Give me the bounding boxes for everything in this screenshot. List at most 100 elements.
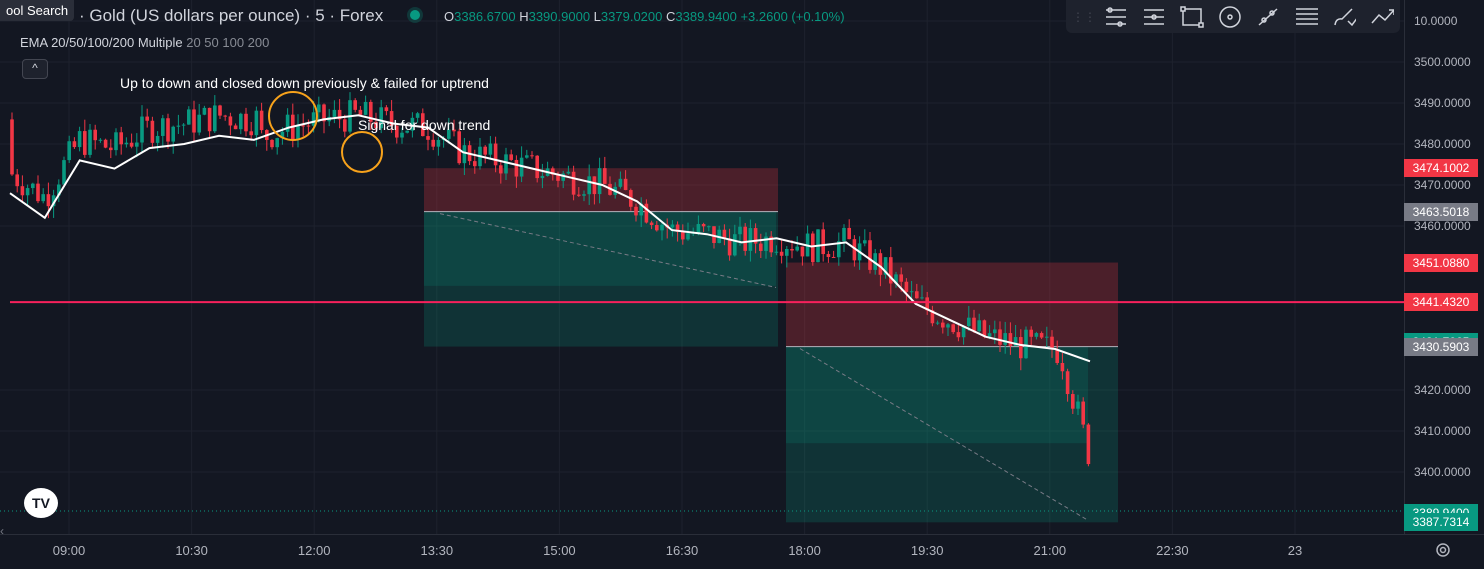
symbol-search-button[interactable]: ool Search (0, 0, 75, 21)
candle-down (925, 297, 929, 311)
highlight-circle-1[interactable] (268, 91, 318, 141)
candle-down (1019, 337, 1023, 359)
candle-up (25, 188, 30, 196)
candle-up (1003, 333, 1007, 345)
candle-up (582, 194, 586, 196)
candle-down (753, 228, 758, 244)
candle-up (774, 251, 779, 253)
candle-up (873, 253, 877, 270)
candle-down (1086, 424, 1091, 465)
candle-up (863, 240, 867, 244)
gear-icon[interactable] (1434, 541, 1452, 559)
candle-down (358, 109, 363, 115)
price-badge: 3474.1002 (1404, 159, 1478, 178)
candle-up (181, 124, 186, 126)
rectangle-icon[interactable] (1180, 5, 1204, 29)
highlight-circle-2[interactable] (341, 131, 383, 173)
indicator-params: 20 50 100 200 (186, 35, 270, 50)
fib-retracement-icon[interactable] (1104, 5, 1128, 29)
time-tick-label: 21:00 (1033, 543, 1067, 558)
candle-up (57, 184, 61, 196)
time-tick-label: 22:30 (1156, 543, 1189, 558)
candle-up (296, 125, 300, 140)
parallel-channel-icon[interactable] (1294, 5, 1318, 29)
market-status-icon[interactable] (410, 10, 420, 20)
candle-up (280, 131, 285, 139)
trend-line-icon[interactable] (1256, 5, 1280, 29)
chart-canvas[interactable] (0, 0, 1404, 534)
candle-down (353, 100, 357, 110)
indicator-legend[interactable]: EMA 20/50/100/200 Multiple 20 50 100 200 (20, 35, 269, 50)
candle-up (837, 241, 841, 258)
candle-up (197, 114, 201, 133)
candle-down (831, 256, 836, 258)
candle-up (883, 257, 888, 275)
candle-down (904, 281, 909, 292)
candle-down (249, 131, 253, 136)
price-tick-label: 3490.0000 (1414, 96, 1471, 110)
candle-down (384, 107, 389, 112)
candle-up (405, 130, 409, 133)
pitchfork-icon[interactable] (1142, 5, 1166, 29)
candle-up (187, 109, 191, 125)
candle-down (930, 310, 935, 324)
annotation-text-2[interactable]: Signal for down trend (358, 117, 491, 133)
candle-down (218, 105, 222, 116)
annotation-text-1[interactable]: Up to down and closed down previously & … (120, 75, 489, 91)
position-tools[interactable] (424, 168, 1118, 523)
candle-down (72, 141, 77, 148)
candle-down (847, 227, 851, 240)
candle-up (540, 175, 545, 179)
drawing-toolbar[interactable]: ⋮⋮ (1066, 0, 1400, 33)
candle-down (306, 125, 311, 127)
time-axis[interactable]: 09:00 10:30 12:00 13:30 15:00 16:30 18:00 19:30… (0, 534, 1484, 569)
candle-down (675, 224, 680, 232)
collapse-legend-button[interactable]: ^ (22, 59, 48, 79)
candle-down (431, 139, 435, 147)
candle-up (935, 322, 940, 324)
candle-down (759, 243, 763, 251)
candle-down (623, 178, 628, 191)
drag-handle-icon[interactable]: ⋮⋮ (1072, 9, 1096, 24)
candle-down (727, 238, 732, 256)
candle-down (998, 329, 1002, 345)
candle-up (311, 112, 316, 126)
candle-down (530, 155, 534, 157)
candle-down (941, 322, 945, 328)
candle-up (62, 160, 66, 185)
candle-up (1076, 401, 1080, 409)
path-icon[interactable] (1370, 5, 1394, 29)
candle-down (129, 142, 134, 147)
candle-down (644, 203, 649, 223)
time-tick-label: 09:00 (52, 543, 86, 558)
candle-down (743, 226, 747, 251)
candle-down (36, 183, 40, 202)
tradingview-logo[interactable]: TV (24, 488, 58, 518)
candle-up (488, 143, 493, 155)
candle-up (504, 154, 508, 174)
candle-down (655, 225, 659, 231)
candle-up (275, 138, 279, 148)
candle-down (244, 113, 248, 132)
candle-up (140, 116, 144, 143)
candle-down (790, 248, 794, 251)
price-badge: 3430.5903 (1404, 337, 1478, 356)
price-tick-label: 3420.0000 (1414, 383, 1471, 397)
left-scroll-icon[interactable]: ‹ (0, 524, 4, 538)
candle-up (462, 145, 467, 164)
candle-down (956, 332, 961, 338)
candle-down (972, 317, 976, 332)
candle-up (525, 155, 529, 158)
candle-up (135, 142, 139, 147)
chart-title[interactable]: D · Gold (US dollars per ounce) · 5 · Fo… (62, 6, 384, 25)
candle-up (587, 176, 591, 195)
candle-down (769, 236, 773, 253)
candle-up (98, 139, 103, 141)
candle-up (686, 233, 690, 240)
brush-icon[interactable] (1332, 5, 1356, 29)
candle-up (639, 203, 643, 216)
candle-down (109, 147, 113, 151)
circle-icon[interactable] (1218, 5, 1242, 29)
candle-up (961, 326, 966, 338)
candle-down (681, 231, 685, 240)
